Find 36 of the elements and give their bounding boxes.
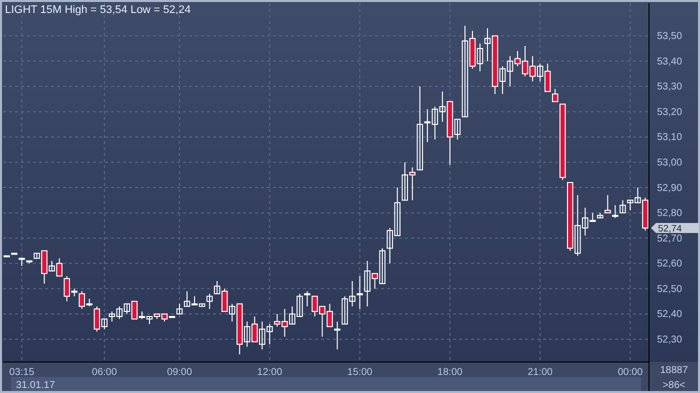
x-tick-label: 12:00 xyxy=(257,367,283,378)
y-tick-label: 53,40 xyxy=(657,56,682,68)
text: 52,74 xyxy=(658,224,682,235)
text: 31.01.17 xyxy=(16,380,56,391)
x-tick-label: 15:00 xyxy=(347,367,373,378)
y-tick-label: 52,80 xyxy=(657,208,682,220)
x-tick-label: 06:00 xyxy=(92,367,118,378)
candlestick xyxy=(620,200,626,214)
y-tick-label: 53,10 xyxy=(657,132,682,144)
y-tick-label: 53,00 xyxy=(657,157,682,168)
text: 18887 xyxy=(660,365,688,376)
candlestick xyxy=(356,276,363,310)
y-tick-label: 52,90 xyxy=(657,182,682,194)
y-tick-label: 53,30 xyxy=(657,82,682,93)
chart-title: LIGHT 15M High = 53,54 Low = 52,24 xyxy=(5,4,191,16)
candlestick xyxy=(416,86,424,170)
x-tick-label: 21:00 xyxy=(528,367,554,378)
x-tick-label: 00:00 xyxy=(618,367,644,378)
candlestick xyxy=(206,293,213,310)
y-tick-label: 53,20 xyxy=(657,106,682,118)
text: >86< xyxy=(662,380,686,391)
y-tick-label: 53,50 xyxy=(657,31,682,42)
y-tick-label: 52,70 xyxy=(657,233,682,244)
candlestick xyxy=(552,88,558,102)
y-tick-label: 52,60 xyxy=(657,258,682,270)
y-tick-label: 52,40 xyxy=(657,309,682,320)
x-tick-label: 18:00 xyxy=(437,367,463,378)
x-tick-label: 03:15 xyxy=(9,367,35,378)
y-tick-label: 52,50 xyxy=(657,284,682,295)
y-tick-label: 52,30 xyxy=(657,334,682,346)
x-tick-label: 09:00 xyxy=(167,367,192,378)
candlestick xyxy=(304,290,310,307)
candlestick xyxy=(612,204,618,218)
candlestick xyxy=(334,321,340,350)
candlestick xyxy=(176,303,183,314)
candlestick xyxy=(604,194,611,214)
